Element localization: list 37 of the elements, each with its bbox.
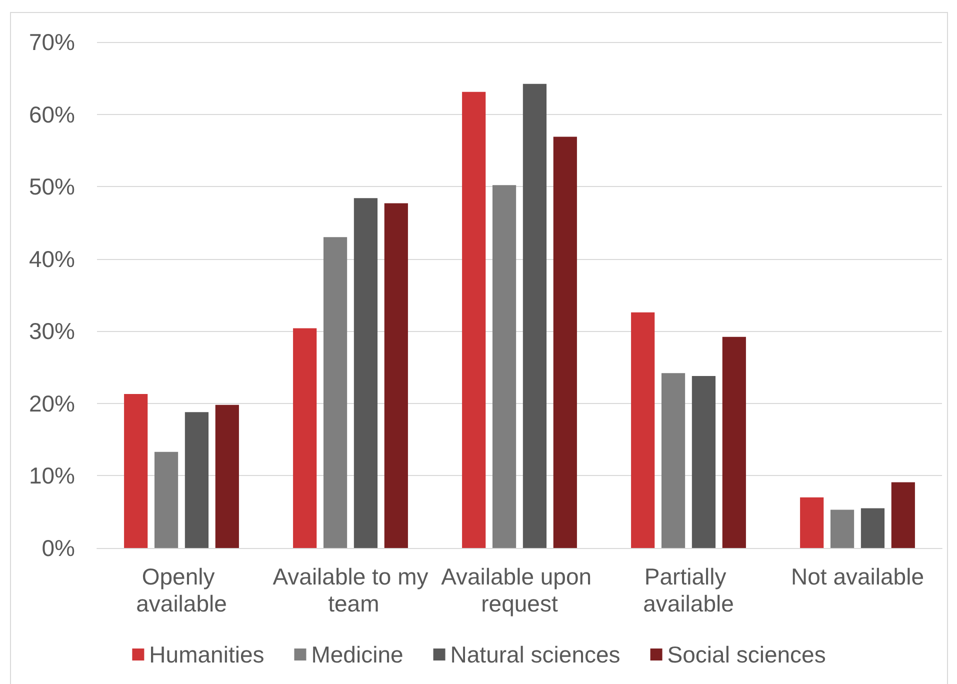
y-tick-label: 10%: [28, 462, 75, 489]
bar: [830, 510, 854, 548]
y-tick-label: 0%: [42, 535, 75, 561]
y-tick-label: 20%: [28, 390, 75, 416]
bar: [154, 452, 178, 548]
y-tick-label: 50%: [28, 174, 75, 200]
bar: [492, 185, 516, 548]
legend-label: Social sciences: [667, 642, 826, 668]
bar: [800, 497, 824, 548]
bar: [722, 336, 746, 548]
bar: [462, 92, 486, 548]
x-tick-label: Available to my team: [272, 564, 429, 616]
y-tick-label: 30%: [28, 318, 75, 344]
bar: [891, 482, 915, 548]
legend-label: Medicine: [311, 642, 404, 668]
bar: [692, 376, 716, 548]
bar: [184, 412, 209, 548]
bar: [631, 312, 655, 548]
bar: [323, 237, 348, 548]
bar: [522, 84, 547, 548]
y-tick-label: 70%: [28, 29, 75, 55]
y-tick-label: 60%: [28, 101, 75, 128]
legend-label: Humanities: [149, 642, 264, 668]
bar: [215, 404, 239, 548]
x-tick-label: Available upon request: [441, 564, 598, 616]
bar: [124, 394, 148, 548]
bar: [860, 508, 885, 548]
bar: [553, 136, 577, 548]
bar: [354, 198, 378, 548]
x-tick-label: Partially available: [643, 564, 734, 616]
y-tick-label: 40%: [28, 246, 75, 272]
bar: [384, 203, 408, 548]
legend-label: Natural sciences: [450, 642, 620, 668]
bar: [661, 373, 686, 548]
x-tick-label: Not available: [791, 564, 924, 590]
bar: [293, 328, 317, 548]
x-tick-label: Openly available: [136, 564, 227, 616]
